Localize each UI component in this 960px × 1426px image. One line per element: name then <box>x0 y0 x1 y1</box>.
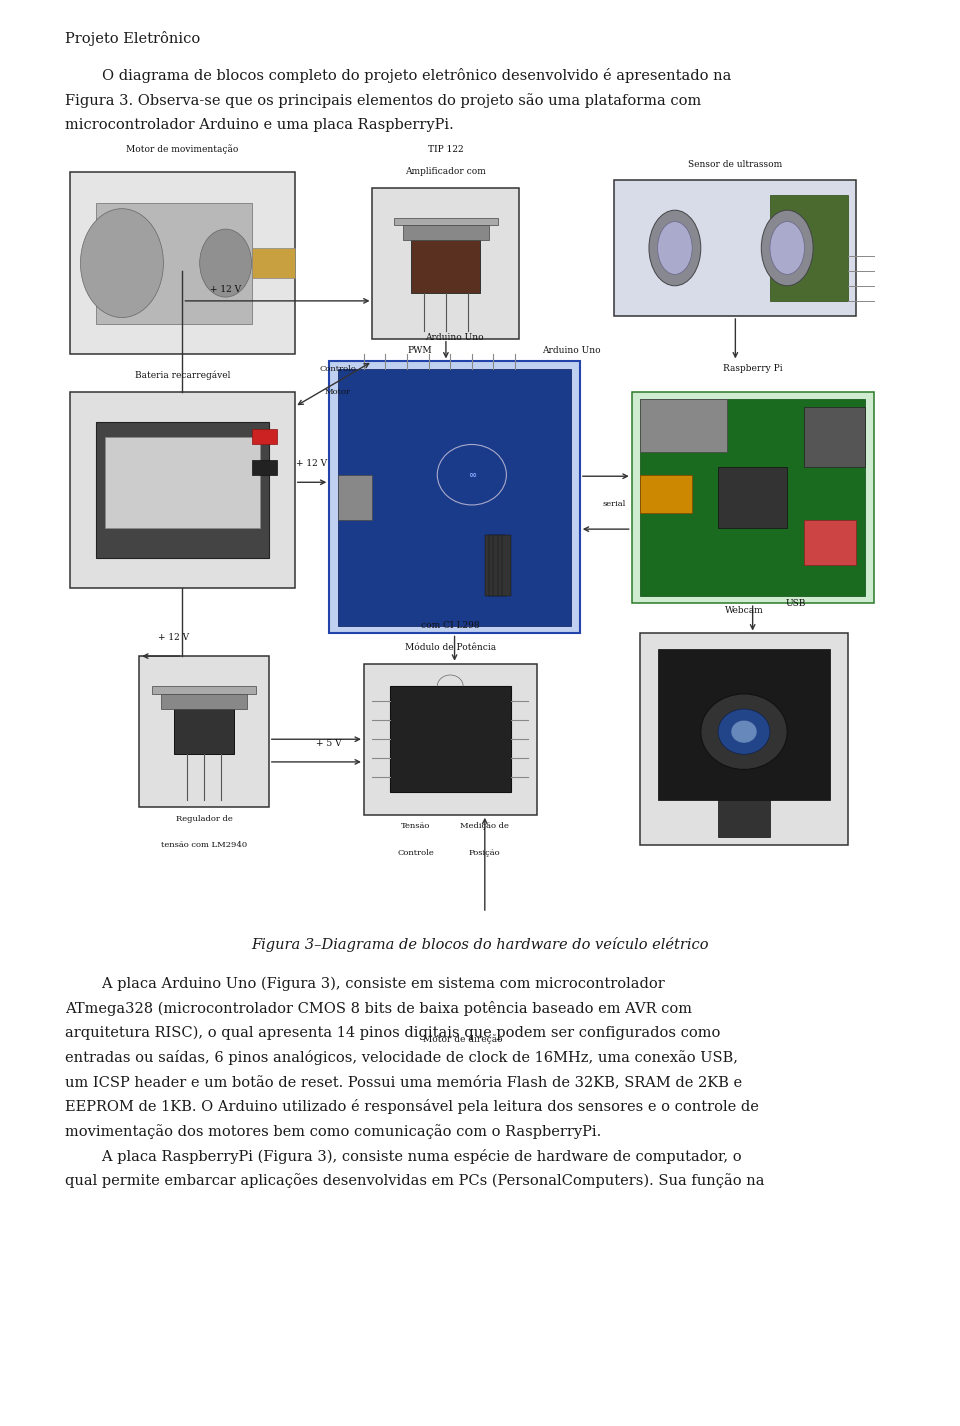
Text: Figura 3–Diagrama de blocos do hardware do veículo elétrico: Figura 3–Diagrama de blocos do hardware … <box>252 937 708 953</box>
Ellipse shape <box>658 221 692 274</box>
Ellipse shape <box>81 208 163 318</box>
Bar <box>329 361 580 633</box>
Text: arquitetura RISC), o qual apresenta 14 pinos digitais que podem ser configurados: arquitetura RISC), o qual apresenta 14 p… <box>65 1025 721 1040</box>
Bar <box>658 649 830 800</box>
Ellipse shape <box>200 230 252 297</box>
Text: Motor de movimentação: Motor de movimentação <box>126 144 239 154</box>
Ellipse shape <box>701 694 787 770</box>
Bar <box>338 475 372 520</box>
Bar <box>364 663 537 814</box>
Bar <box>502 535 511 596</box>
Text: Arduino Uno: Arduino Uno <box>541 345 601 355</box>
Bar <box>411 241 481 294</box>
Text: Tensão: Tensão <box>401 823 430 830</box>
Bar <box>770 195 848 301</box>
Bar <box>252 248 295 278</box>
Text: Raspberry Pi: Raspberry Pi <box>723 364 782 372</box>
Bar <box>472 928 588 1004</box>
Text: tensão com LM2940: tensão com LM2940 <box>161 841 247 850</box>
Bar <box>804 406 865 468</box>
Text: A placa RaspberryPi (Figura 3), consiste numa espécie de hardware de computador,: A placa RaspberryPi (Figura 3), consiste… <box>65 1148 742 1164</box>
Text: um ICSP header e um botão de reset. Possui uma memória Flash de 32KB, SRAM de 2K: um ICSP header e um botão de reset. Poss… <box>65 1075 742 1089</box>
Bar <box>153 686 255 694</box>
Ellipse shape <box>329 928 398 1004</box>
Bar <box>139 656 269 807</box>
Bar <box>640 633 848 846</box>
Text: EEPROM de 1KB. O Arduino utilizado é responsável pela leitura dos sensores e o c: EEPROM de 1KB. O Arduino utilizado é res… <box>65 1099 759 1115</box>
Bar <box>105 436 260 528</box>
Text: Regulador de: Regulador de <box>176 814 232 823</box>
Bar <box>632 392 874 603</box>
Text: entradas ou saídas, 6 pinos analógicos, velocidade de clock de 16MHz, uma conexã: entradas ou saídas, 6 pinos analógicos, … <box>65 1051 738 1065</box>
Text: + 12 V: + 12 V <box>158 633 189 642</box>
Bar <box>70 173 295 354</box>
Bar <box>395 218 498 225</box>
Bar <box>96 422 269 558</box>
Bar <box>804 520 856 565</box>
Text: Motor: Motor <box>324 388 351 395</box>
Bar <box>338 369 571 626</box>
Text: Posição: Posição <box>469 848 500 857</box>
Bar <box>372 188 519 339</box>
Text: Controle: Controle <box>397 848 434 857</box>
Bar <box>498 535 507 596</box>
Text: serial: serial <box>603 499 626 508</box>
Text: Módulo de Potência: Módulo de Potência <box>405 643 495 652</box>
Bar <box>161 694 248 709</box>
Bar <box>174 709 234 754</box>
Bar <box>640 399 727 452</box>
Text: Arduino Uno: Arduino Uno <box>425 334 484 342</box>
Text: + 12 V: + 12 V <box>210 285 241 294</box>
Bar <box>329 928 481 1004</box>
Text: Sensor de ultrassom: Sensor de ultrassom <box>688 160 782 168</box>
Bar <box>252 459 277 475</box>
Text: PWM: PWM <box>408 345 432 355</box>
Text: movimentação dos motores bem como comunicação com o RaspberryPi.: movimentação dos motores bem como comuni… <box>65 1124 602 1139</box>
Text: A placa Arduino Uno (Figura 3), consiste em sistema com microcontrolador: A placa Arduino Uno (Figura 3), consiste… <box>65 977 665 991</box>
Bar <box>390 686 511 793</box>
Bar <box>640 399 865 596</box>
Text: TIP 122: TIP 122 <box>428 144 464 154</box>
Text: USB: USB <box>785 599 806 607</box>
Text: Motor de direção: Motor de direção <box>423 1034 503 1044</box>
Bar <box>252 429 277 445</box>
Text: + 12 V: + 12 V <box>297 459 327 468</box>
Ellipse shape <box>732 720 756 743</box>
Text: ∞: ∞ <box>468 469 476 479</box>
Text: microcontrolador Arduino e uma placa RaspberryPi.: microcontrolador Arduino e uma placa Ras… <box>65 117 454 131</box>
Text: ATmega328 (microcontrolador CMOS 8 bits de baixa potência baseado em AVR com: ATmega328 (microcontrolador CMOS 8 bits … <box>65 1001 692 1017</box>
Text: Webcam: Webcam <box>725 606 763 615</box>
Bar <box>490 535 498 596</box>
Text: Projeto Eletrônico: Projeto Eletrônico <box>65 31 201 47</box>
Bar <box>614 180 856 317</box>
Bar <box>403 225 489 241</box>
Ellipse shape <box>770 221 804 274</box>
Text: Figura 3. Observa-se que os principais elementos do projeto são uma plataforma c: Figura 3. Observa-se que os principais e… <box>65 93 702 108</box>
Text: Medição de: Medição de <box>461 823 509 830</box>
Bar <box>718 800 770 837</box>
Ellipse shape <box>649 210 701 285</box>
Bar <box>493 535 502 596</box>
Bar <box>96 202 252 324</box>
Text: O diagrama de blocos completo do projeto eletrônico desenvolvido é apresentado n: O diagrama de blocos completo do projeto… <box>65 68 732 84</box>
Bar <box>485 535 493 596</box>
Text: Amplificador com: Amplificador com <box>405 167 487 177</box>
Bar <box>70 392 295 588</box>
Text: Bateria recarregável: Bateria recarregável <box>134 371 230 381</box>
Bar <box>718 468 787 528</box>
Text: + 5 V: + 5 V <box>317 739 342 747</box>
Text: Controlo: Controlo <box>320 365 356 374</box>
Ellipse shape <box>438 445 507 505</box>
Bar <box>312 913 614 1018</box>
Bar <box>640 475 692 512</box>
Ellipse shape <box>761 210 813 285</box>
Text: com CI L298: com CI L298 <box>420 620 480 630</box>
Ellipse shape <box>718 709 770 754</box>
Text: qual permite embarcar aplicações desenvolvidas em PCs (PersonalComputers). Sua f: qual permite embarcar aplicações desenvo… <box>65 1174 765 1188</box>
